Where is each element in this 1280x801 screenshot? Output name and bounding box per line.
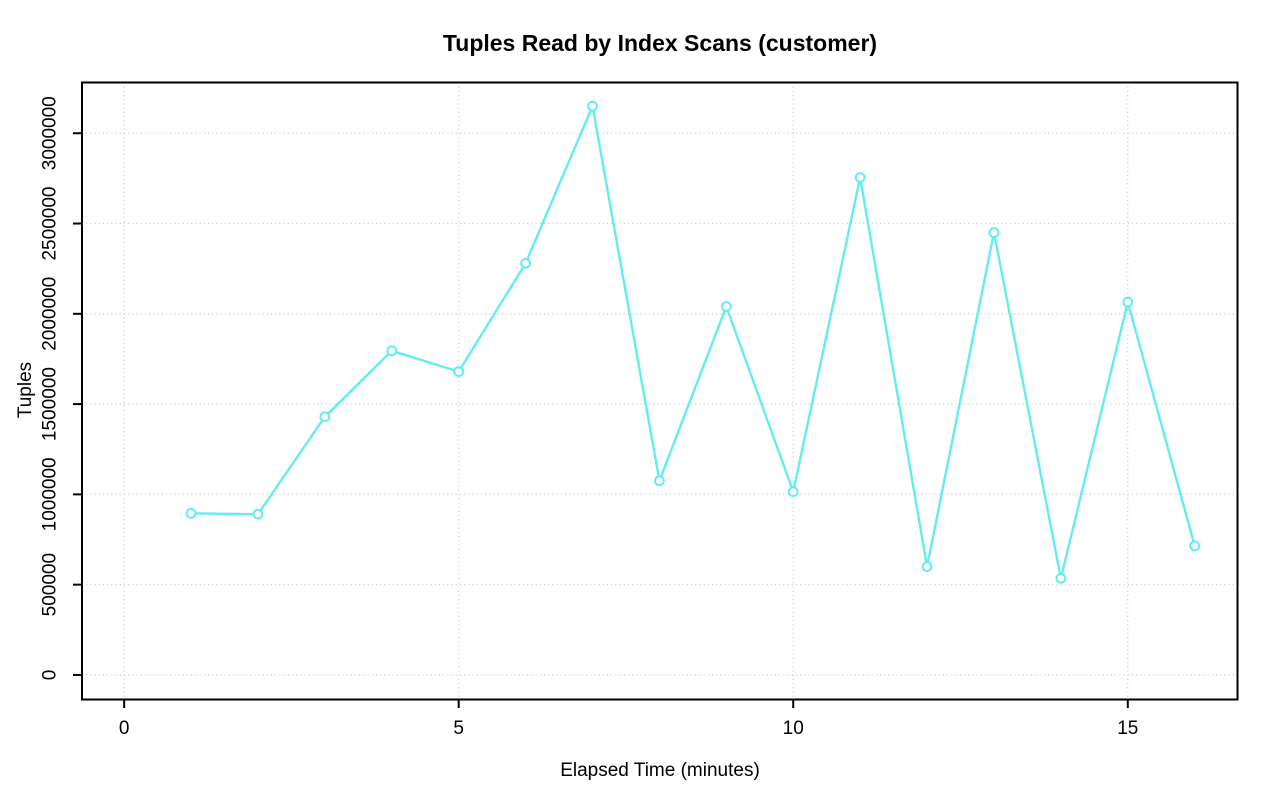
data-point: [720, 301, 732, 312]
data-point: [386, 345, 398, 357]
x-axis-title: Elapsed Time (minutes): [560, 760, 760, 781]
data-point: [988, 227, 1000, 238]
x-tick-label: 15: [1117, 718, 1138, 739]
data-point: [453, 366, 465, 377]
chart-title: Tuples Read by Index Scans (customer): [442, 30, 878, 56]
y-tick-label: 1500000: [40, 367, 61, 441]
data-point: [654, 475, 665, 487]
x-tick-label: 5: [453, 718, 464, 739]
y-tick-label: 1000000: [40, 457, 61, 531]
data-point: [185, 507, 197, 519]
y-axis-title: Tuples: [15, 361, 36, 419]
data-point: [587, 100, 598, 112]
y-tick-label: 2500000: [40, 187, 61, 261]
y-tick-label: 2000000: [40, 277, 61, 351]
series-line: [189, 104, 1196, 580]
data-point: [787, 486, 799, 498]
y-tick-label: 500000: [40, 553, 61, 616]
plot-frame: [81, 81, 1239, 701]
data-point: [1189, 540, 1201, 552]
data-point: [921, 561, 933, 573]
x-tick-label: 0: [119, 718, 130, 739]
y-tick-label: 3000000: [40, 96, 61, 170]
data-point: [854, 172, 866, 183]
data-point: [319, 411, 331, 423]
data-point: [252, 508, 264, 520]
data-point: [1122, 296, 1134, 308]
data-point: [520, 257, 531, 269]
y-tick-label: 0: [40, 670, 61, 681]
x-tick-label: 10: [783, 718, 804, 739]
data-point: [1055, 572, 1067, 584]
